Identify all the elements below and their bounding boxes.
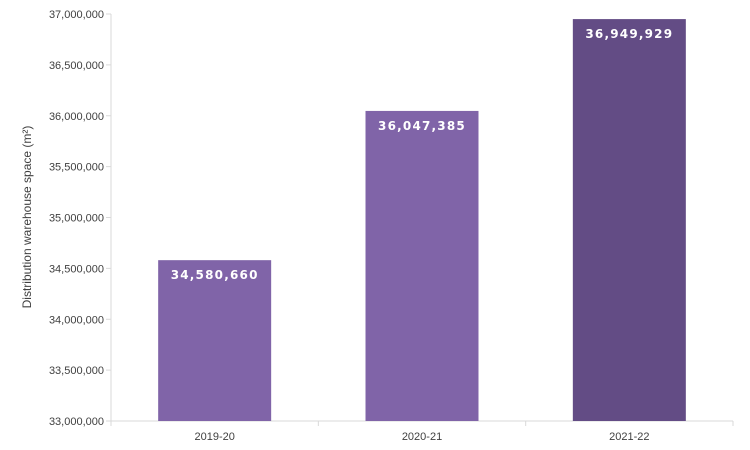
x-tick-label: 2020-21 bbox=[402, 431, 442, 443]
y-tick-label: 33,500,000 bbox=[49, 365, 104, 377]
bar-value-label: 36,949,929 bbox=[585, 27, 673, 41]
bar-2020-21 bbox=[365, 110, 479, 421]
y-tick-label: 37,000,000 bbox=[49, 9, 104, 21]
y-tick-label: 36,500,000 bbox=[49, 60, 104, 72]
bar-2021-22 bbox=[572, 19, 686, 421]
bar-value-labels: 34,580,660 36,047,385 36,949,929 bbox=[171, 27, 673, 282]
bars bbox=[158, 19, 686, 421]
y-tick-label: 34,500,000 bbox=[49, 263, 104, 275]
x-axis: 2019-20 2020-21 2021-22 bbox=[110, 420, 734, 443]
y-tick-label: 36,000,000 bbox=[49, 111, 104, 123]
y-tick-label: 34,000,000 bbox=[49, 314, 104, 326]
bar-2019-20 bbox=[158, 260, 272, 421]
y-tick-labels: 33,000,000 33,500,000 34,000,000 34,500,000… bbox=[49, 9, 111, 428]
x-tick-labels: 2019-20 2020-21 2021-22 bbox=[110, 421, 734, 443]
x-tick-label: 2019-20 bbox=[194, 431, 234, 443]
y-tick-label: 35,000,000 bbox=[49, 213, 104, 225]
y-tick-label: 33,000,000 bbox=[49, 416, 104, 428]
x-tick-label: 2021-22 bbox=[609, 431, 649, 443]
y-axis-title: Distribution warehouse space (m²) bbox=[20, 126, 34, 309]
y-axis: 33,000,000 33,500,000 34,000,000 34,500,000… bbox=[49, 9, 112, 428]
bar-value-label: 36,047,385 bbox=[378, 119, 466, 133]
bar-value-label: 34,580,660 bbox=[171, 268, 259, 282]
y-tick-label: 35,500,000 bbox=[49, 162, 104, 174]
